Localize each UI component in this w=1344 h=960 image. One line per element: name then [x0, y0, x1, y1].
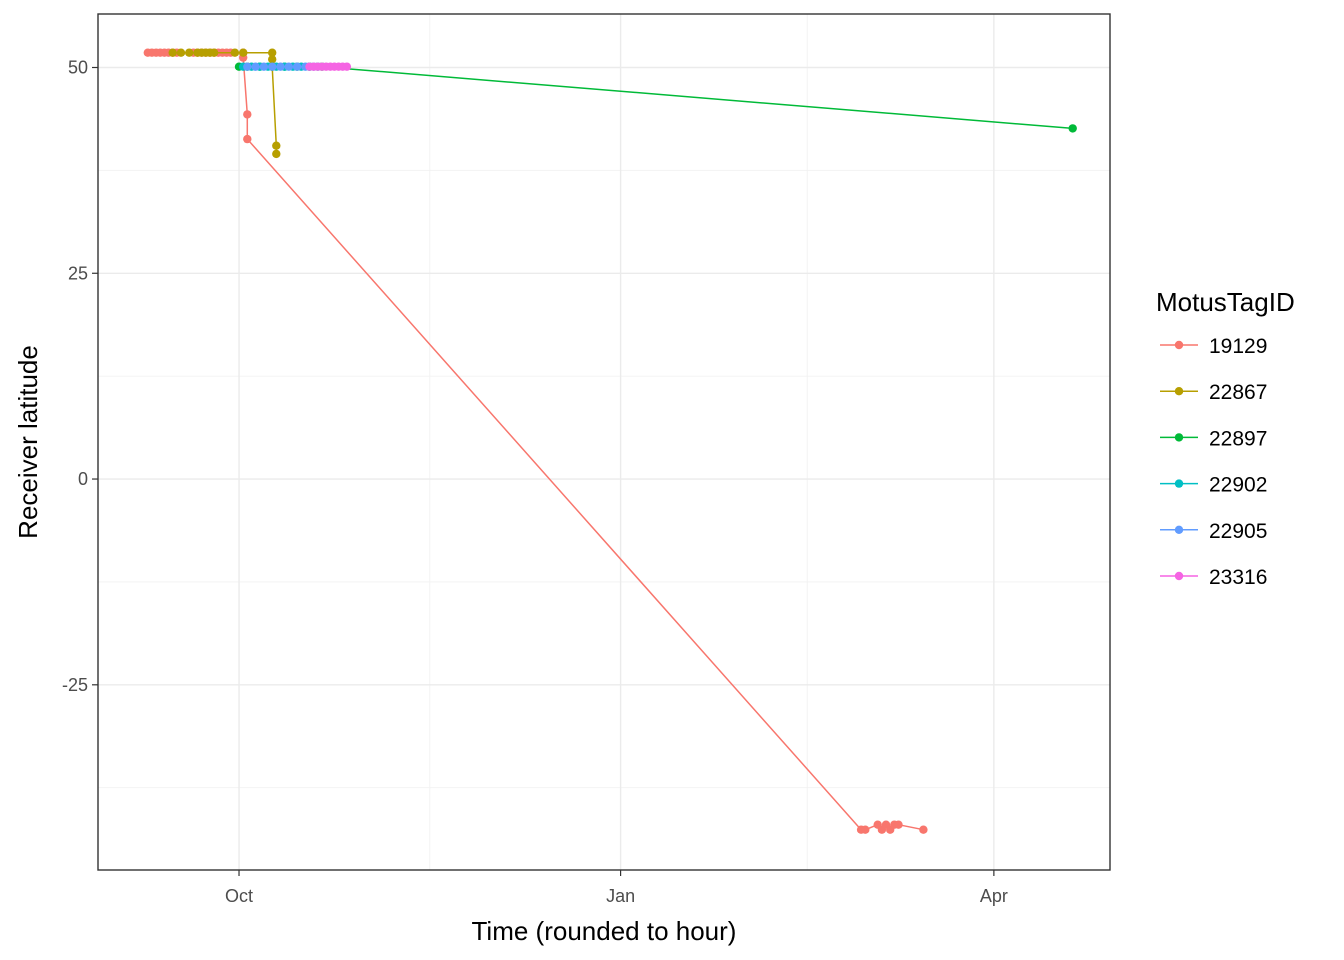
data-point-22867: [176, 48, 186, 57]
legend-label: 19129: [1209, 335, 1267, 358]
data-point-19129: [861, 825, 870, 834]
legend-item-22905: 22905: [1160, 520, 1267, 543]
legend-key-point: [1174, 479, 1184, 488]
series-22867: [168, 48, 281, 159]
data-point-22905: [284, 62, 293, 71]
data-point-22905: [259, 62, 269, 71]
legend-label: 22905: [1209, 520, 1267, 543]
data-point-22897: [1068, 124, 1077, 133]
major-grid: [98, 14, 1110, 870]
legend-key-point: [1174, 433, 1184, 442]
data-point-19129: [894, 820, 903, 829]
legend-key-point: [1174, 571, 1184, 581]
legend-item-22867: 22867: [1160, 381, 1267, 404]
x-tick-label: Apr: [980, 886, 1008, 906]
series-23316: [305, 62, 352, 71]
data-point-22905: [276, 62, 285, 71]
legend-item-22897: 22897: [1160, 427, 1267, 450]
y-axis-title: Receiver latitude: [13, 345, 43, 539]
x-tick-label: Oct: [225, 886, 253, 906]
x-tick-label: Jan: [606, 886, 635, 906]
legend-label: 23316: [1209, 566, 1267, 589]
legend-label: 22897: [1209, 427, 1267, 450]
data-point-19129: [243, 110, 252, 119]
data-point-22867: [239, 48, 248, 57]
data-point-22905: [243, 62, 252, 71]
data-point-22905: [292, 62, 302, 71]
legend-item-22902: 22902: [1160, 474, 1267, 497]
data-point-22867: [168, 48, 177, 57]
legend-label: 22867: [1209, 381, 1267, 404]
data-point-22867: [268, 48, 277, 57]
data-point-19129: [243, 134, 252, 144]
data-point-22867: [268, 55, 277, 64]
plot-border: [97, 13, 1111, 871]
legend: MotusTagID 19129 22867 22897 22902 22905 2331…: [1156, 287, 1295, 589]
y-tick-label: 25: [68, 263, 88, 283]
data-point-22867: [272, 141, 281, 150]
y-tick-label: -25: [62, 675, 88, 695]
data-point-23316: [342, 62, 352, 71]
y-axis: 50 25 0 -25: [62, 58, 98, 695]
y-tick-label: 0: [78, 469, 88, 489]
legend-label: 22902: [1209, 474, 1267, 497]
data-point-22867: [272, 149, 281, 159]
data-point-22905: [268, 62, 277, 71]
legend-key-point: [1174, 387, 1184, 396]
series-layer: [143, 48, 1077, 834]
legend-item-19129: 19129: [1160, 335, 1267, 358]
minor-grid: [98, 14, 1110, 870]
x-axis-title: Time (rounded to hour): [472, 916, 737, 946]
y-tick-label: 50: [68, 58, 88, 78]
data-point-19129: [919, 825, 928, 834]
x-axis: Oct Jan Apr: [225, 870, 1008, 906]
data-point-22867: [185, 48, 194, 57]
legend-key-point: [1174, 340, 1184, 350]
data-point-22867: [230, 48, 240, 57]
legend-item-23316: 23316: [1160, 566, 1267, 589]
data-point-22867: [209, 48, 219, 57]
legend-title: MotusTagID: [1156, 287, 1295, 317]
plot-panel: [98, 14, 1110, 870]
data-point-22905: [251, 62, 260, 71]
legend-key-point: [1174, 525, 1184, 534]
